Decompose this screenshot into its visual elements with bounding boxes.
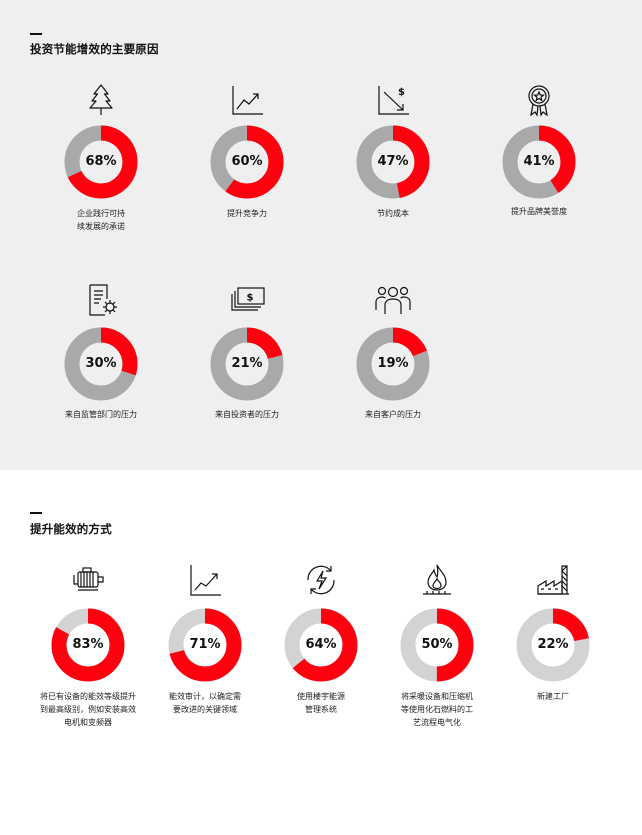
- donut-value-arc: [400, 608, 474, 682]
- donut-value-arc: [356, 327, 430, 401]
- donut-value-label: 68%: [85, 154, 117, 169]
- donut-value-arc: [168, 608, 242, 682]
- donut-value-arc: [64, 125, 138, 199]
- donut-category-label: 使用楼宇能源 管理系统: [261, 690, 381, 716]
- label-line: 提升竞争力: [227, 209, 267, 218]
- cost-down-chart-icon: $: [373, 82, 413, 118]
- donut-value-arc: [51, 608, 125, 682]
- label-line: 将采暖设备和压缩机: [401, 692, 473, 701]
- donut-category-label: 企业践行可持 续发展的承诺: [41, 207, 161, 233]
- donut-chart: 83%: [50, 607, 126, 683]
- donut-category-label: 节约成本: [333, 207, 453, 220]
- donut-chart: 21%: [209, 326, 285, 402]
- svg-text:$: $: [247, 293, 254, 304]
- section-2-title: 提升能效的方式: [30, 522, 112, 536]
- label-line: 来自投资者的压力: [215, 410, 279, 419]
- donut-value-label: 41%: [523, 154, 555, 169]
- label-line: 来自监管部门的压力: [65, 410, 137, 419]
- donut-category-label: 能效审计，以确定需 要改进的关键领域: [145, 690, 265, 716]
- label-line: 将已有设备的能效等级提升: [40, 692, 136, 701]
- donut-chart: 30%: [63, 326, 139, 402]
- award-badge-icon: [519, 82, 559, 118]
- donut-value-arc: [356, 125, 430, 199]
- donut-value-label: 60%: [231, 154, 263, 169]
- donut-chart: 41%: [501, 124, 577, 200]
- donut-category-label: 将采暖设备和压缩机 等使用化石燃料的工 艺流程电气化: [377, 690, 497, 729]
- svg-text:$: $: [398, 87, 405, 98]
- donut-value-arc: [516, 608, 590, 682]
- donut-value-label: 47%: [377, 154, 409, 169]
- label-line: 电机和变频器: [64, 718, 112, 727]
- donut-chart: 19%: [355, 326, 431, 402]
- label-line: 要改进的关键领域: [173, 705, 237, 714]
- donut-chart: 68%: [63, 124, 139, 200]
- label-line: 能效审计，以确定需: [169, 692, 241, 701]
- donut-value-label: 21%: [231, 356, 263, 371]
- label-line: 新建工厂: [537, 692, 569, 701]
- donut-category-label: 提升竞争力: [187, 207, 307, 220]
- donut-value-label: 22%: [537, 637, 569, 652]
- label-line: 到最高级别，例如安装高效: [40, 705, 136, 714]
- factory-icon: [533, 562, 573, 598]
- donut-value-label: 30%: [85, 356, 117, 371]
- donut-value-label: 50%: [421, 637, 453, 652]
- label-line: 来自客户的压力: [365, 410, 421, 419]
- label-line: 等使用化石燃料的工: [401, 705, 473, 714]
- donut-chart: 71%: [167, 607, 243, 683]
- section-2-marker: [30, 512, 42, 514]
- label-line: 管理系统: [305, 705, 337, 714]
- label-line: 使用楼宇能源: [297, 692, 345, 701]
- donut-category-label: 新建工厂: [493, 690, 613, 703]
- donut-chart: 47%: [355, 124, 431, 200]
- donut-value-label: 19%: [377, 356, 409, 371]
- donut-value-arc: [210, 125, 284, 199]
- audit-chart-icon: [185, 562, 225, 598]
- section-1-marker: [30, 33, 42, 35]
- donut-value-label: 83%: [72, 637, 104, 652]
- label-line: 艺流程电气化: [413, 718, 461, 727]
- trend-up-chart-icon: [227, 82, 267, 118]
- donut-value-label: 64%: [305, 637, 337, 652]
- donut-chart: 60%: [209, 124, 285, 200]
- donut-category-label: 来自监管部门的压力: [41, 408, 161, 421]
- label-line: 提升品牌美誉度: [511, 207, 567, 216]
- donut-chart: 22%: [515, 607, 591, 683]
- donut-category-label: 提升品牌美誉度: [479, 205, 599, 218]
- motor-icon: [68, 562, 108, 598]
- donut-value-arc: [284, 608, 358, 682]
- tree-icon: [81, 82, 121, 118]
- donut-chart: 64%: [283, 607, 359, 683]
- donut-value-arc: [502, 125, 576, 199]
- donut-value-label: 71%: [189, 637, 221, 652]
- donut-category-label: 来自投资者的压力: [187, 408, 307, 421]
- donut-chart: 50%: [399, 607, 475, 683]
- donut-category-label: 来自客户的压力: [333, 408, 453, 421]
- energy-cycle-icon: [301, 562, 341, 598]
- document-gear-icon: [81, 282, 121, 318]
- flame-icon: [417, 562, 457, 598]
- donut-value-arc: [64, 327, 138, 401]
- customers-group-icon: [373, 282, 413, 318]
- money-stack-icon: $: [227, 282, 267, 318]
- section-1-title: 投资节能增效的主要原因: [30, 42, 159, 56]
- donut-category-label: 将已有设备的能效等级提升 到最高级别，例如安装高效 电机和变频器: [28, 690, 148, 729]
- label-line: 续发展的承诺: [77, 222, 125, 231]
- label-line: 节约成本: [377, 209, 409, 218]
- label-line: 企业践行可持: [77, 209, 125, 218]
- donut-value-arc: [210, 327, 284, 401]
